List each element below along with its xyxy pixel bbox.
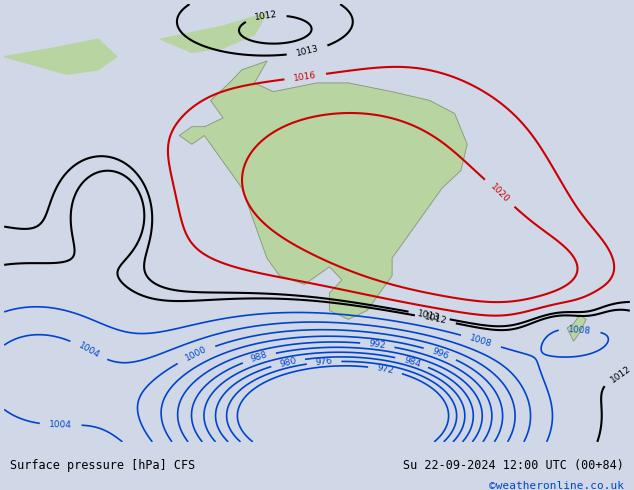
Text: 1012: 1012	[254, 10, 278, 23]
Text: 1008: 1008	[469, 333, 493, 349]
Text: 976: 976	[315, 357, 333, 368]
Polygon shape	[160, 13, 267, 52]
Text: 1012: 1012	[609, 364, 633, 384]
Text: 988: 988	[250, 350, 269, 365]
Text: 984: 984	[403, 355, 422, 368]
Polygon shape	[567, 315, 586, 341]
Text: 996: 996	[430, 346, 450, 361]
Polygon shape	[4, 39, 117, 74]
Text: 992: 992	[368, 339, 387, 350]
Text: ©weatheronline.co.uk: ©weatheronline.co.uk	[489, 481, 624, 490]
Polygon shape	[179, 61, 467, 319]
Text: 1004: 1004	[49, 420, 72, 430]
Text: 1013: 1013	[417, 309, 441, 322]
Text: 1004: 1004	[77, 341, 101, 360]
Text: 1020: 1020	[488, 182, 511, 204]
Text: 1016: 1016	[293, 71, 317, 83]
Text: 1000: 1000	[184, 345, 209, 363]
Text: 1012: 1012	[424, 313, 448, 326]
Text: 1013: 1013	[295, 44, 320, 58]
Text: 972: 972	[376, 364, 394, 376]
Text: Su 22-09-2024 12:00 UTC (00+84): Su 22-09-2024 12:00 UTC (00+84)	[403, 460, 624, 472]
Text: 1008: 1008	[568, 324, 592, 335]
Text: Surface pressure [hPa] CFS: Surface pressure [hPa] CFS	[10, 460, 196, 472]
Text: 980: 980	[278, 356, 297, 368]
